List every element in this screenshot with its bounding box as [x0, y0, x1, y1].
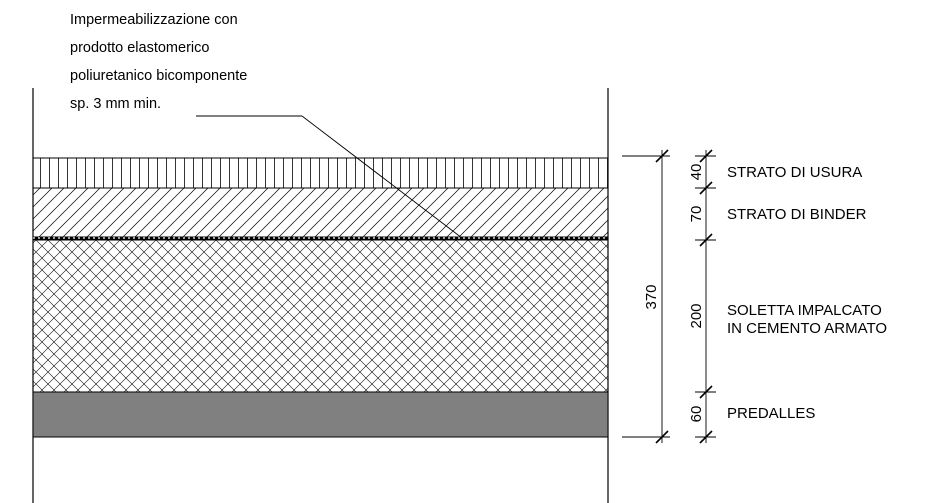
- layer-labels: STRATO DI USURA STRATO DI BINDER SOLETTA…: [727, 164, 887, 422]
- layer-predalles: [32, 391, 609, 438]
- annotation-line-3: poliuretanico bicomponente: [70, 68, 247, 84]
- label-soletta-line-2: IN CEMENTO ARMATO: [727, 320, 887, 337]
- layer-binder: [32, 187, 609, 239]
- label-predalles: PREDALLES: [727, 405, 815, 422]
- annotation-note: Impermeabilizzazione con prodotto elasto…: [70, 12, 247, 112]
- dim-soletta: 200: [688, 303, 705, 328]
- total-dimension-label: 370: [643, 284, 660, 309]
- partial-dimensions: 40 70 200 60: [688, 149, 716, 444]
- total-dimension: 370: [622, 149, 670, 444]
- dim-predalles: 60: [688, 406, 705, 423]
- dim-usura: 40: [688, 164, 705, 181]
- label-soletta-line-1: SOLETTA IMPALCATO: [727, 302, 882, 319]
- annotation-leader: [196, 115, 463, 239]
- label-usura: STRATO DI USURA: [727, 164, 862, 181]
- layer-usura: [32, 157, 609, 189]
- annotation-line-2: prodotto elastomerico: [70, 40, 209, 56]
- label-binder: STRATO DI BINDER: [727, 206, 867, 223]
- annotation-line-1: Impermeabilizzazione con: [70, 12, 238, 28]
- layer-soletta: [32, 239, 609, 393]
- dim-binder: 70: [688, 206, 705, 223]
- annotation-line-4: sp. 3 mm min.: [70, 96, 161, 112]
